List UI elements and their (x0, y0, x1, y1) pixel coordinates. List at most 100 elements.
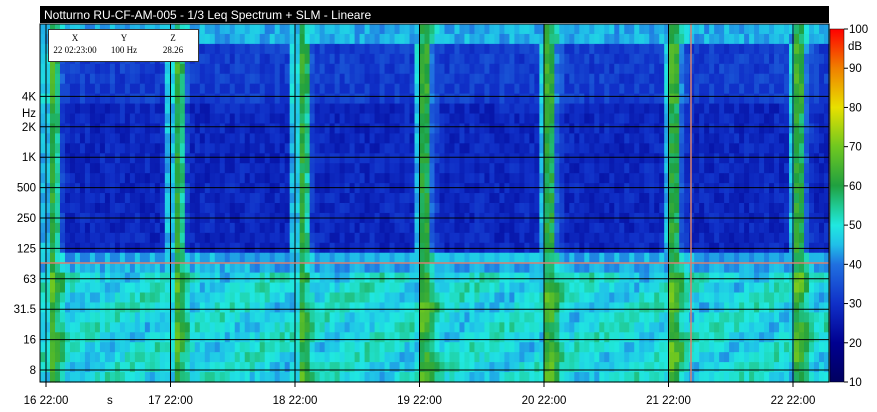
heatmap-cell (514, 183, 520, 194)
heatmap-cell (199, 262, 206, 274)
heatmap-cell (364, 53, 371, 65)
heatmap-cell (379, 183, 386, 194)
heatmap-cell (139, 83, 146, 95)
heatmap-cell (599, 272, 605, 284)
heatmap-cell (339, 133, 346, 144)
heatmap-cell (404, 133, 411, 144)
heatmap-cell (474, 312, 481, 323)
heatmap-cell (669, 133, 675, 144)
heatmap-cell (364, 222, 371, 234)
heatmap-cell (714, 292, 720, 304)
heatmap-cell (264, 143, 271, 154)
heatmap-cell (559, 63, 565, 75)
heatmap-cell (589, 372, 595, 383)
heatmap-cell (254, 73, 261, 85)
heatmap-cell (214, 33, 221, 45)
heatmap-cell (529, 352, 535, 363)
heatmap-cell (299, 222, 306, 234)
heatmap-cell (549, 252, 555, 264)
heatmap-cell (534, 53, 540, 65)
heatmap-cell (114, 123, 121, 134)
heatmap-cell (429, 203, 436, 214)
heatmap-cell (64, 272, 71, 284)
heatmap-cell (394, 332, 401, 343)
heatmap-cell (369, 103, 376, 115)
heatmap-cell (374, 73, 381, 85)
heatmap-cell (584, 24, 590, 35)
heatmap-cell (689, 362, 695, 373)
heatmap-cell (69, 262, 76, 274)
heatmap-cell (634, 372, 640, 383)
heatmap-cell (434, 93, 441, 105)
heatmap-cell (169, 252, 176, 264)
heatmap-cell (639, 43, 645, 55)
heatmap-cell (239, 322, 246, 333)
heatmap-cell (514, 342, 520, 353)
heatmap-cell (299, 322, 306, 333)
heatmap-cell (219, 352, 226, 363)
heatmap-cell (229, 133, 236, 144)
heatmap-cell (104, 332, 111, 343)
heatmap-cell (99, 262, 106, 274)
heatmap-cell (409, 332, 416, 343)
heatmap-cell (344, 143, 351, 154)
heatmap-cell (514, 143, 520, 154)
heatmap-cell (559, 332, 565, 343)
heatmap-cell (49, 153, 56, 164)
heatmap-cell (569, 352, 575, 363)
heatmap-cell (89, 302, 96, 313)
heatmap-cell (509, 312, 515, 323)
heatmap-cell (384, 203, 391, 214)
heatmap-cell (449, 123, 456, 134)
heatmap-cell (529, 143, 535, 154)
heatmap-cell (724, 222, 730, 234)
heatmap-cell (364, 372, 371, 383)
heatmap-cell (424, 43, 431, 55)
heatmap-cell (689, 262, 695, 274)
heatmap-cell (619, 73, 625, 85)
heatmap-cell (504, 63, 510, 75)
heatmap-cell (684, 43, 690, 55)
heatmap-cell (439, 352, 446, 363)
heatmap-cell (684, 262, 690, 274)
heatmap-cell (469, 133, 476, 144)
heatmap-cell (469, 163, 476, 174)
heatmap-cell (174, 272, 181, 284)
heatmap-cell (569, 272, 575, 284)
heatmap-cell (414, 33, 421, 45)
heatmap-cell (174, 352, 181, 363)
heatmap-cell (99, 63, 106, 75)
heatmap-cell (394, 362, 401, 373)
heatmap-cell (299, 123, 306, 134)
heatmap-cell (194, 272, 201, 284)
heatmap-cell (349, 24, 356, 35)
heatmap-cell (434, 103, 441, 115)
heatmap-cell (69, 292, 76, 304)
heatmap-cell (594, 24, 600, 35)
heatmap-cell (189, 123, 196, 134)
heatmap-cell (464, 282, 471, 294)
heatmap-cell (519, 43, 525, 55)
heatmap-cell (264, 93, 271, 105)
heatmap-cell (84, 103, 91, 115)
heatmap-cell (94, 133, 101, 144)
heatmap-cell (129, 262, 136, 274)
heatmap-cell (639, 252, 645, 264)
heatmap-cell (699, 302, 705, 313)
heatmap-cell (379, 123, 386, 134)
heatmap-cell (224, 272, 231, 284)
heatmap-cell (724, 133, 730, 144)
heatmap-cell (389, 93, 396, 105)
heatmap-cell (334, 103, 341, 115)
heatmap-cell (519, 143, 525, 154)
heatmap-cell (509, 282, 515, 294)
heatmap-cell (389, 332, 396, 343)
heatmap-cell (339, 252, 346, 264)
heatmap-cell (299, 332, 306, 343)
heatmap-cell (194, 332, 201, 343)
heatmap-cell (109, 342, 116, 353)
heatmap-cell (104, 342, 111, 353)
heatmap-cell (54, 183, 61, 194)
heatmap-cell (684, 272, 690, 284)
heatmap-cell (159, 93, 166, 105)
